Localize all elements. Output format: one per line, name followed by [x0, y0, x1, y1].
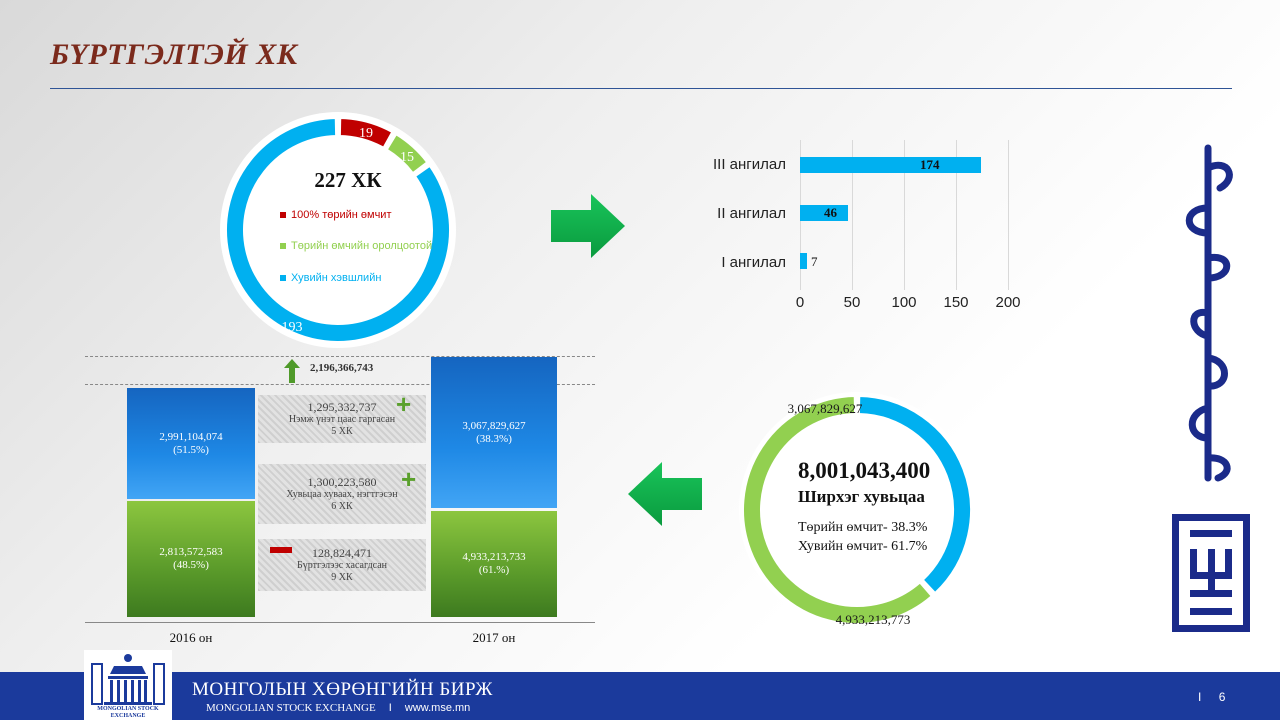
- grid-line: [852, 140, 853, 290]
- step-desc: Нэмж үнэт цаас гаргасан: [288, 414, 396, 425]
- legend-label: Төрийн өмчийн оролцоотой: [291, 240, 433, 252]
- bar-class-i: [800, 253, 808, 269]
- page-separator: I: [1198, 690, 1202, 704]
- footer-subline: MONGOLIAN STOCK EXCHANGE I www.mse.mn: [206, 702, 470, 714]
- total-shares-label: Ширхэг хувьцаа: [798, 487, 925, 506]
- bar-class-iii: [800, 157, 981, 173]
- bar-category-label: III ангилал: [713, 156, 786, 173]
- slice-label-state: 19: [359, 126, 373, 141]
- legend-state: 100% төрийн өмчит: [280, 209, 391, 221]
- pct-label: (38.3%): [476, 432, 512, 445]
- donut-slice-partial: [385, 132, 429, 175]
- bar-value-label: 46: [824, 205, 837, 220]
- website-link[interactable]: www.mse.mn: [404, 702, 471, 714]
- step-count: 5 ХК: [331, 426, 353, 437]
- legend-swatch: [280, 243, 286, 249]
- step-count: 9 ХК: [331, 572, 353, 583]
- axis-line: [85, 622, 595, 623]
- slice-label-private: 193: [282, 320, 303, 335]
- logo-caption: MONGOLIAN STOCK EXCHANGE: [97, 706, 159, 719]
- bar-value-label: 174: [920, 157, 940, 172]
- donut1-center-label: 227 ХК: [314, 168, 382, 192]
- slice-label-private-shares: 4,933,213,773: [836, 612, 911, 627]
- donut-slice-state-shares: [857, 395, 972, 595]
- bar-2017-private: 4,933,213,733 (61.%): [431, 511, 557, 617]
- slice-label-partial: 15: [400, 150, 414, 165]
- mongolian-script-decoration: [1185, 144, 1233, 482]
- title-divider: [50, 88, 1232, 89]
- private-share-line: Хувийн өмчит- 61.7%: [798, 539, 928, 554]
- legend-partial: Төрийн өмчийн оролцоотой: [280, 240, 432, 252]
- year-label-2017: 2017 он: [472, 630, 516, 645]
- mse-logo-icon: [84, 650, 172, 720]
- bar-2017-state: 3,067,829,627 (38.3%): [431, 357, 557, 508]
- bar-2016-private: 2,813,572,583 (48.5%): [127, 501, 255, 617]
- page-number: I 6: [1198, 690, 1225, 704]
- shares-donut-chart: 3,067,829,627 4,933,213,773: [739, 392, 975, 628]
- arrow-left-icon: [628, 462, 702, 526]
- pct-label: (51.5%): [173, 443, 209, 456]
- bar-value-label: 7: [811, 254, 818, 269]
- footer-separator: I: [388, 702, 392, 714]
- pct-label: (61.%): [478, 564, 510, 576]
- plus-icon: +: [396, 389, 412, 419]
- donut-slice-state: [338, 117, 394, 150]
- step-new-issue: 1,295,332,737 Нэмж үнэт цаас гаргасан 5 …: [258, 395, 426, 443]
- grid-line: [956, 140, 957, 290]
- legend-label: Хувийн хэвшлийн: [291, 272, 382, 284]
- state-share-line: Төрийн өмчит- 38.3%: [798, 520, 928, 535]
- page-title: БҮРТГЭЛТЭЙ ХК: [50, 38, 298, 71]
- increase-value: 2,196,366,743: [310, 362, 374, 374]
- grid-line: [1008, 140, 1009, 290]
- step-value: 1,295,332,737: [307, 400, 377, 414]
- value-label: 2,813,572,583: [159, 546, 223, 558]
- step-desc: Хувьцаа хуваах, нэгтгэсэн: [286, 489, 398, 500]
- plus-icon: +: [401, 464, 417, 494]
- company-donut-chart: 19 15 193: [220, 112, 456, 348]
- reference-line: [85, 384, 595, 385]
- value-label: 2,991,104,074: [159, 430, 223, 443]
- step-value: 128,824,471: [312, 546, 372, 560]
- step-desc: Бүртгэлээс хасагдсан: [296, 560, 388, 571]
- donut-slice-private: [225, 116, 451, 343]
- legend-label: 100% төрийн өмчит: [291, 209, 392, 221]
- reference-line: [85, 356, 595, 357]
- step-count: 6 ХК: [331, 501, 353, 512]
- step-value: 1,300,223,580: [307, 475, 377, 489]
- legend-swatch: [280, 275, 286, 281]
- grid-line: [904, 140, 905, 290]
- bar-category-label: I ангилал: [721, 254, 786, 271]
- arrow-up-icon: [284, 359, 300, 383]
- x-tick-label: 50: [843, 294, 861, 311]
- footer-bar: [0, 672, 1280, 720]
- step-split-merge: 1,300,223,580 Хувьцаа хуваах, нэгтгэсэн …: [258, 464, 426, 524]
- arrow-right-icon: [551, 194, 625, 258]
- legend-private: Хувийн хэвшлийн: [280, 272, 381, 284]
- bar-class-ii: [800, 205, 848, 221]
- bar-2016-state: 2,991,104,074 (51.5%): [127, 388, 255, 499]
- donut-slice-private-shares: [742, 395, 934, 625]
- x-tick-label: 150: [943, 294, 969, 311]
- minus-icon: [270, 547, 292, 553]
- x-tick-label: 100: [891, 294, 917, 311]
- bar-category-label: II ангилал: [717, 205, 786, 222]
- total-shares: 8,001,043,400: [798, 458, 931, 483]
- x-tick-label: 200: [995, 294, 1021, 311]
- exchange-name-mn: МОНГОЛЫН ХӨРӨНГИЙН БИРЖ: [192, 679, 493, 700]
- year-label-2016: 2016 он: [169, 630, 213, 645]
- slice-label-state-shares: 3,067,829,627: [788, 401, 863, 416]
- page-number-value: 6: [1218, 690, 1226, 704]
- pct-label: (48.5%): [173, 559, 209, 571]
- value-label: 4,933,213,733: [462, 551, 526, 563]
- x-tick-label: 0: [795, 294, 805, 311]
- exchange-name-en: MONGOLIAN STOCK EXCHANGE: [206, 702, 376, 714]
- legend-swatch: [280, 212, 286, 218]
- value-label: 3,067,829,627: [462, 419, 526, 432]
- mse-emblem-icon: [1172, 514, 1250, 632]
